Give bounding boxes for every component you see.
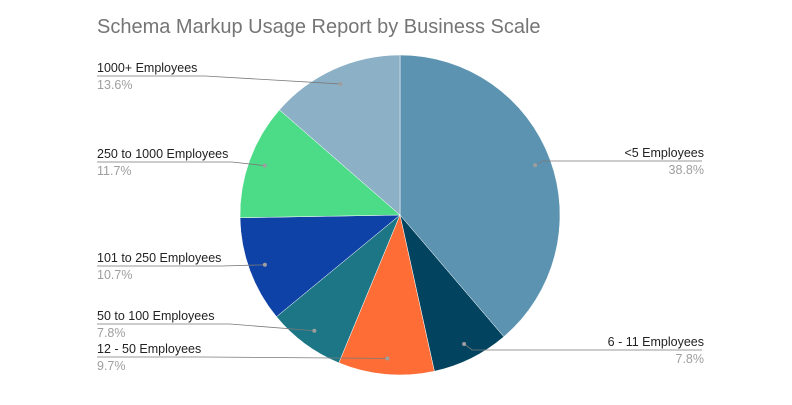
leader-line-6 (97, 161, 265, 167)
leader-line-7 (97, 75, 341, 85)
slice-labels: <5 Employees 38.8% 6 - 11 Employees 7.8% 12 … (97, 61, 704, 373)
leader-lines (97, 75, 702, 361)
leader-dot-7 (338, 81, 343, 86)
leader-dot-3 (385, 356, 390, 361)
pie-slice-5 (239, 214, 401, 318)
slice-value-label-6: 11.7% (97, 164, 132, 178)
slice-value-label-7: 13.6% (97, 78, 132, 92)
slice-value-label-2: 7.8% (676, 352, 705, 366)
slice-value-label-3: 9.7% (97, 359, 126, 373)
slice-label-5: 101 to 250 Employees (97, 251, 221, 265)
pie-slice-7 (279, 54, 401, 216)
chart-title: Schema Markup Usage Report by Business S… (97, 16, 541, 38)
leader-line-3 (97, 356, 388, 359)
slice-label-2: 6 - 11 Employees (608, 335, 704, 349)
leader-line-4 (97, 323, 315, 332)
leader-dot-2 (462, 341, 467, 346)
leader-dot-6 (262, 163, 267, 168)
slice-label-6: 250 to 1000 Employees (97, 147, 228, 161)
pie-slices (239, 54, 561, 376)
pie-slice-6 (239, 109, 401, 219)
slice-value-label-5: 10.7% (97, 268, 132, 282)
leader-line-2 (463, 343, 702, 351)
leader-line-5 (97, 264, 265, 267)
leader-dot-5 (262, 262, 267, 267)
slice-label-4: 50 to 100 Employees (97, 309, 214, 323)
slice-value-label-1: 38.8% (669, 163, 704, 177)
slice-label-1: <5 Employees (624, 146, 704, 160)
slice-value-label-4: 7.8% (97, 326, 126, 340)
slice-label-7: 1000+ Employees (97, 61, 197, 75)
slice-label-3: 12 - 50 Employees (97, 342, 201, 356)
pie-slice-3 (338, 214, 435, 376)
leader-dot-4 (312, 328, 317, 333)
pie-slice-1 (399, 54, 561, 338)
leader-dot-1 (533, 163, 538, 168)
leader-line-1 (534, 160, 702, 166)
